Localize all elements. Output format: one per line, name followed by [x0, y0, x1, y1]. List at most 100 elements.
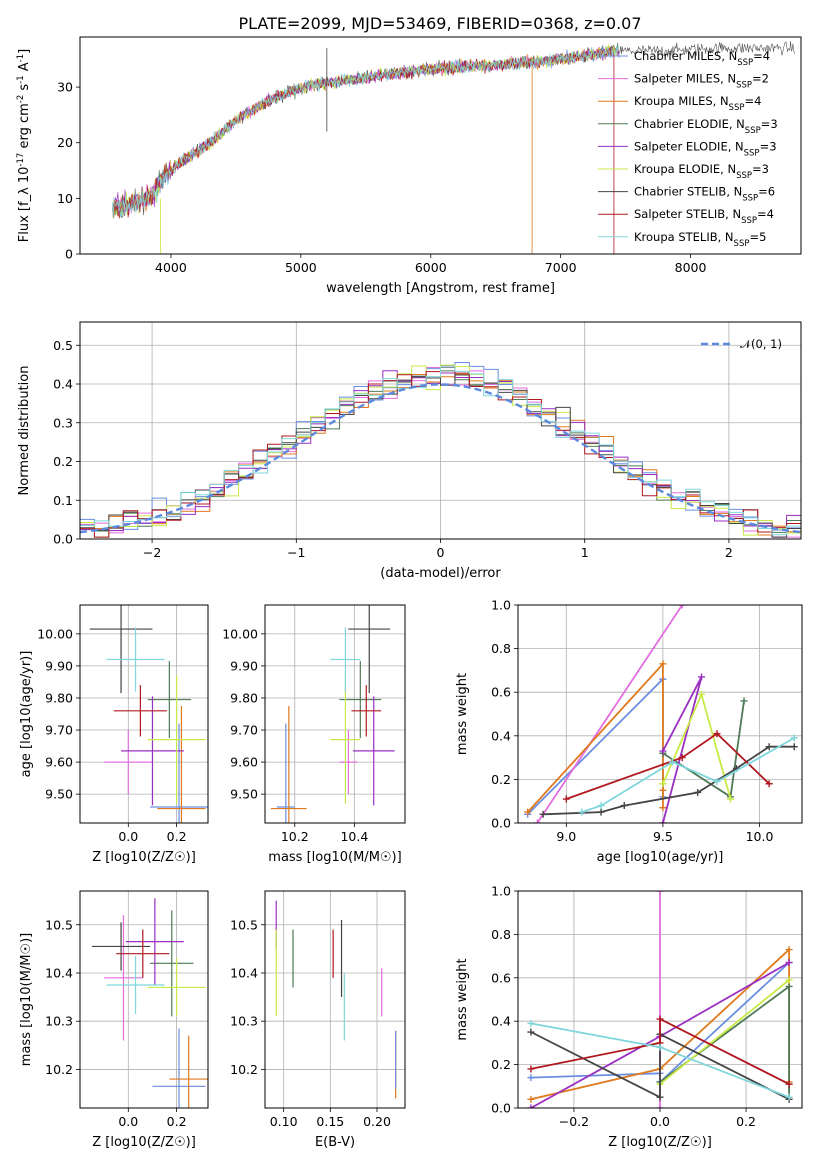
- error-bar-point: [270, 705, 307, 823]
- weight-point-marker: [678, 754, 686, 762]
- error-bar-point: [125, 898, 184, 986]
- weight-point-marker: [727, 795, 735, 803]
- legend-label: 𝒩(0, 1): [740, 337, 782, 351]
- weight-series-line: [659, 979, 790, 1085]
- weight-point-marker: [656, 1043, 664, 1051]
- legend-label: Kroupa ELODIE, NSSP=3: [634, 162, 769, 181]
- legend-label: Kroupa STELIB, NSSP=5: [634, 230, 766, 249]
- plot-area: [524, 605, 798, 823]
- y-tick-label: 10.2: [45, 1062, 73, 1077]
- weight-point-marker: [659, 660, 667, 668]
- error-bar-point: [89, 605, 153, 694]
- x-tick-label: 9.0: [556, 829, 576, 844]
- error-bar-point: [351, 685, 382, 737]
- y-tick-label: 0.8: [491, 927, 511, 942]
- legend-label: Salpeter ELODIE, NSSP=3: [634, 139, 777, 158]
- weight-point-marker: [698, 690, 706, 698]
- weight-point-marker: [659, 819, 667, 823]
- gaussian-curve: [80, 383, 801, 534]
- x-tick-label: 2: [725, 545, 733, 560]
- x-tick-label: 9.5: [653, 829, 673, 844]
- plot-area: [275, 900, 397, 1099]
- weight-point-marker: [527, 1074, 535, 1082]
- error-bar-point: [147, 675, 206, 804]
- weight-point-marker: [659, 747, 667, 755]
- plot-area: [270, 605, 395, 823]
- x-tick-label: 10.0: [746, 829, 774, 844]
- x-axis-label: age [log10(age/yr)]: [597, 850, 724, 865]
- spectrum-line: [112, 44, 620, 219]
- weight-point-marker: [597, 808, 605, 816]
- error-bar-point: [330, 675, 361, 804]
- y-tick-label: 9.90: [230, 658, 258, 673]
- axes-frame: [79, 604, 209, 824]
- weight-point-marker: [527, 1104, 535, 1108]
- weight-point-marker: [659, 786, 667, 794]
- weight-series-line: [659, 984, 790, 1098]
- weight-series-line: [536, 605, 683, 823]
- legend: Chabrier MILES, NSSP=4 Salpeter MILES, NS…: [598, 49, 778, 249]
- axes-frame: [517, 604, 803, 824]
- error-bar-point: [106, 627, 165, 692]
- panel-age-vs-Z: 0.0 0.2 9.50 9.60 9.70 9.80 9.90 10.00 Z [log10(…: [19, 604, 209, 865]
- error-bar-point: [147, 661, 192, 739]
- error-bar-point: [330, 627, 361, 692]
- y-tick-label: 10.4: [45, 965, 73, 980]
- axes-frame: [79, 890, 209, 1109]
- panel-massweight-vs-Z: −0.2 0.0 0.2 0.0 0.2 0.4 0.6 0.8 1.0 Z [log10(Z/Z…: [455, 884, 803, 1150]
- x-tick-label: 0.2: [167, 1114, 187, 1129]
- y-tick-label: 9.50: [45, 787, 73, 802]
- legend: 𝒩(0, 1): [701, 337, 782, 351]
- spectrum-line: [112, 44, 620, 218]
- plot-area: [89, 605, 208, 823]
- error-bar-point: [157, 705, 206, 823]
- y-tick-label: 20: [57, 135, 73, 150]
- weight-point-marker: [539, 810, 547, 818]
- x-axis-label: Z [log10(Z/Z☉)]: [608, 1135, 712, 1150]
- y-tick-label: 9.80: [45, 690, 73, 705]
- x-axis-label: wavelength [Angstrom, rest frame]: [326, 281, 555, 296]
- weight-point-marker: [659, 804, 667, 812]
- x-tick-label: 0.20: [363, 1114, 391, 1129]
- y-tick-label: 0.6: [491, 970, 511, 985]
- plot-area: [112, 41, 795, 254]
- weight-point-marker: [620, 802, 628, 810]
- weight-series-line: [581, 737, 795, 813]
- y-tick-label: 10.5: [45, 917, 73, 932]
- legend-label: Kroupa MILES, NSSP=4: [634, 94, 761, 113]
- y-tick-label: 9.60: [230, 755, 258, 770]
- y-tick-label: 0.0: [53, 532, 73, 547]
- x-tick-label: 0.15: [316, 1114, 344, 1129]
- error-bar-point: [352, 696, 395, 806]
- error-bar-point: [121, 696, 184, 806]
- weight-point-marker: [785, 946, 793, 954]
- weight-point-marker: [524, 808, 532, 816]
- y-tick-label: 10.5: [230, 917, 258, 932]
- weight-point-marker: [698, 673, 706, 681]
- legend-label: Chabrier ELODIE, NSSP=3: [634, 117, 778, 136]
- y-tick-label: 0.5: [53, 338, 73, 353]
- weight-point-marker: [785, 959, 793, 967]
- weight-point-marker: [785, 982, 793, 990]
- weight-point-marker: [597, 802, 605, 810]
- y-tick-label: 0.4: [491, 728, 511, 743]
- y-tick-label: 1.0: [491, 598, 511, 613]
- weight-point-marker: [713, 730, 721, 738]
- y-tick-label: 0.4: [491, 1014, 511, 1029]
- weight-point-marker: [533, 819, 541, 823]
- x-tick-label: 10.2: [281, 829, 309, 844]
- x-tick-label: 4000: [155, 260, 187, 275]
- weight-series-line: [530, 1017, 790, 1085]
- weight-point-marker: [656, 1015, 664, 1023]
- x-tick-label: −0.2: [559, 1114, 589, 1129]
- weight-point-marker: [785, 1093, 793, 1101]
- weight-point-marker: [740, 697, 748, 705]
- x-tick-label: 0.2: [736, 1114, 756, 1129]
- x-tick-label: 0.10: [270, 1114, 298, 1129]
- weight-point-marker: [527, 1019, 535, 1027]
- weight-point-marker: [527, 1065, 535, 1073]
- spectrum-line: [112, 45, 620, 218]
- x-axis-label: E(B-V): [315, 1135, 355, 1150]
